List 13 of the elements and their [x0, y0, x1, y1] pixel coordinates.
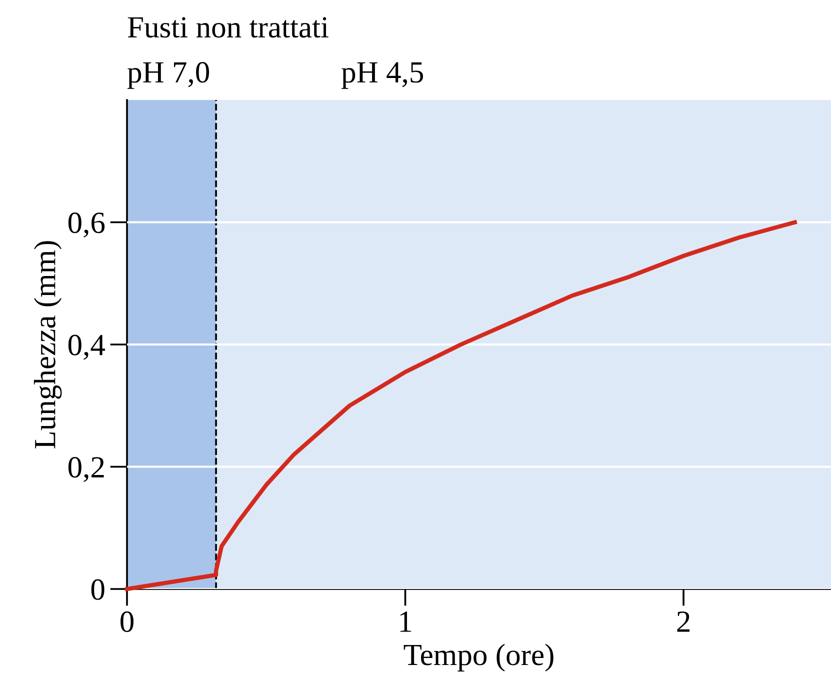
y-tick-label: 0 — [91, 579, 104, 600]
y-tick-label: 0,6 — [68, 212, 105, 238]
x-tick-label: 2 — [677, 611, 690, 632]
y-axis-title: Lunghezza (mm) — [34, 241, 62, 448]
band-label: pH 7,0 — [127, 62, 210, 89]
x-tick-label: 1 — [400, 612, 412, 632]
chart-title: Fusti non trattati — [128, 17, 328, 38]
y-tick-label: 0,4 — [68, 334, 105, 360]
band-label: pH 4,5 — [342, 62, 424, 89]
x-axis-title: Tempo (ore) — [404, 644, 554, 672]
y-tick-label: 0,2 — [68, 457, 104, 482]
line-series — [124, 220, 797, 592]
x-tick-label: 0 — [120, 611, 134, 632]
